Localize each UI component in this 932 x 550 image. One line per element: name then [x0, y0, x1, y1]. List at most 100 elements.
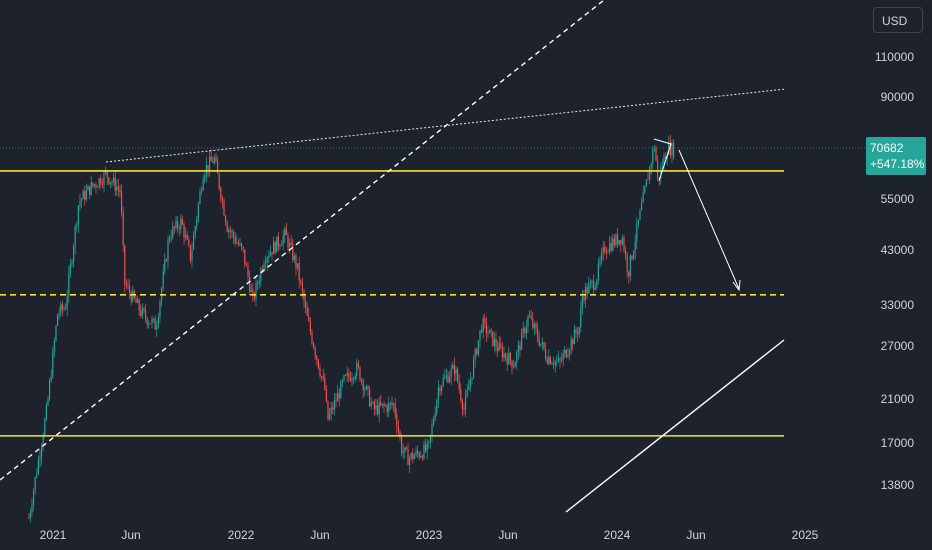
- candle-body: [450, 368, 452, 378]
- candle-body: [128, 285, 131, 293]
- candle-body: [152, 318, 155, 320]
- candle-body: [79, 201, 81, 206]
- candle-body: [210, 156, 212, 161]
- candle: [565, 348, 567, 359]
- candle: [124, 244, 126, 293]
- currency-button[interactable]: USD: [873, 7, 923, 33]
- candle: [84, 185, 86, 206]
- candle-body: [290, 242, 292, 245]
- candle-body: [125, 284, 127, 286]
- triangle-pattern[interactable]: [653, 138, 672, 182]
- candle-body: [421, 455, 423, 459]
- candle: [39, 449, 41, 468]
- y-tick-label: 27000: [880, 339, 914, 353]
- candle: [538, 331, 540, 348]
- candle-body: [503, 353, 505, 358]
- candle-body: [453, 364, 455, 375]
- candle-body: [389, 402, 391, 404]
- candle: [352, 376, 355, 385]
- candle: [468, 378, 470, 391]
- candle: [431, 419, 433, 443]
- candle: [658, 177, 660, 187]
- diagonal-dashed-trendline[interactable]: [0, 0, 605, 481]
- candle: [533, 322, 535, 336]
- candle-body: [154, 318, 156, 330]
- candle: [149, 323, 151, 325]
- candle-body: [301, 282, 303, 292]
- candle-body: [244, 249, 246, 265]
- x-tick-label: Jun: [310, 528, 330, 542]
- candle: [90, 175, 92, 197]
- candle-body: [223, 200, 225, 216]
- candle-body: [508, 352, 510, 365]
- candle-body: [575, 329, 577, 334]
- candle: [271, 251, 273, 261]
- candle: [200, 186, 203, 196]
- candle-body: [271, 252, 273, 255]
- candle-body: [239, 243, 241, 245]
- candle: [388, 396, 390, 418]
- candle-body: [335, 400, 337, 402]
- candle: [508, 346, 510, 365]
- candle-body: [456, 368, 459, 382]
- candle: [599, 255, 601, 268]
- candle-body: [370, 402, 372, 407]
- candle: [69, 258, 71, 279]
- candle-body: [117, 186, 119, 190]
- candle: [460, 382, 462, 404]
- candle-body: [594, 287, 596, 290]
- dotted-trendline[interactable]: [105, 88, 787, 163]
- candle-body: [349, 376, 351, 381]
- candle-body: [207, 165, 209, 171]
- candle: [266, 255, 268, 272]
- candle: [440, 384, 443, 396]
- candle-body: [276, 236, 278, 253]
- candle-body: [184, 234, 187, 238]
- candle: [117, 179, 119, 197]
- candle: [530, 310, 532, 320]
- candle: [36, 468, 38, 479]
- candle-body: [458, 381, 460, 390]
- candle-body: [583, 296, 585, 301]
- candle: [634, 234, 636, 260]
- candle: [503, 346, 505, 362]
- candle: [602, 240, 604, 261]
- candle-body: [140, 310, 142, 316]
- candle-body: [74, 226, 76, 247]
- candle-body: [610, 243, 612, 251]
- candle: [197, 201, 199, 223]
- candle-body: [194, 226, 196, 236]
- candle: [213, 154, 215, 166]
- candle: [255, 277, 257, 307]
- candle: [268, 250, 270, 264]
- candle-body: [280, 244, 283, 246]
- price-change-percent: +547.18%: [870, 157, 925, 171]
- candle-body: [343, 375, 345, 381]
- candle-body: [336, 393, 339, 402]
- candle-body: [604, 246, 606, 253]
- candle-body: [112, 177, 115, 183]
- candle: [464, 389, 467, 418]
- candle: [260, 266, 262, 287]
- candle-body: [40, 446, 43, 458]
- candle: [368, 385, 371, 408]
- candle: [165, 258, 167, 263]
- candle: [112, 173, 115, 186]
- candle-body: [629, 255, 631, 277]
- candle: [432, 415, 435, 427]
- candle: [375, 398, 377, 416]
- candle: [288, 237, 291, 254]
- candle: [232, 229, 235, 244]
- candle-body: [192, 235, 195, 250]
- candle-body: [143, 308, 145, 311]
- projection-arrow-line[interactable]: [678, 149, 740, 290]
- candle: [639, 208, 641, 221]
- candle: [306, 301, 308, 317]
- candle: [592, 274, 595, 296]
- candle: [224, 214, 227, 226]
- candle: [120, 184, 123, 217]
- candle: [196, 216, 198, 231]
- ascending-trendline[interactable]: [565, 339, 785, 513]
- candle: [215, 152, 217, 163]
